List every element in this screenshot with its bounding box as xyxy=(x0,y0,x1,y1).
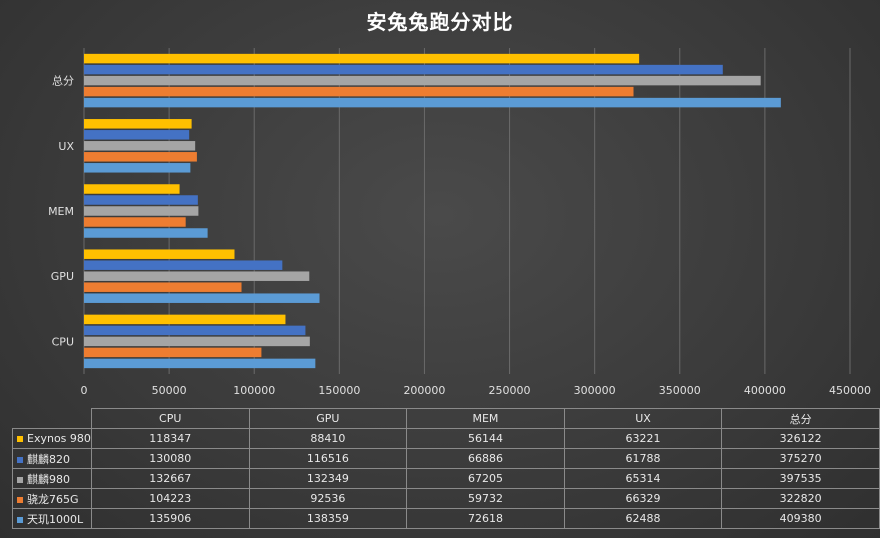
legend-entry: 骁龙765G xyxy=(12,488,92,509)
table-cell: 138359 xyxy=(248,508,408,529)
bar-chart: 0 50000 100000 150000 200000 250000 300000 3500… xyxy=(48,48,872,397)
table-cell: 67205 xyxy=(406,468,565,489)
y-category-label: CPU xyxy=(52,335,74,348)
y-category-label: 总分 xyxy=(52,74,74,88)
table-row: 麒麟980 132667 132349 67205 65314 397535 xyxy=(12,468,880,489)
table-cell: 63221 xyxy=(563,428,723,449)
table-cell: 56144 xyxy=(406,428,565,449)
bar xyxy=(84,86,634,97)
table-cell: 66329 xyxy=(563,488,723,509)
x-tick-label: 400000 xyxy=(744,384,786,397)
bar xyxy=(84,75,761,86)
table-cell: 322820 xyxy=(721,488,880,509)
table-cell: 375270 xyxy=(721,448,880,469)
bar xyxy=(84,358,316,369)
table-row: 麒麟820 130080 116516 66886 61788 375270 xyxy=(12,448,880,469)
table-column-header: UX xyxy=(563,408,723,429)
bar xyxy=(84,141,196,151)
table-cell: 104223 xyxy=(90,488,250,509)
table-cell: 130080 xyxy=(90,448,250,469)
table-cell: 65314 xyxy=(563,468,723,489)
table-cell: 135906 xyxy=(90,508,250,529)
bar xyxy=(84,152,197,162)
table-cell: 409380 xyxy=(721,508,880,529)
table-corner xyxy=(12,408,92,429)
table-column-header: 总分 xyxy=(721,408,880,429)
table-cell: 92536 xyxy=(248,488,408,509)
x-tick-label: 100000 xyxy=(233,384,275,397)
bar xyxy=(84,64,723,75)
bar xyxy=(84,282,242,292)
bar xyxy=(84,163,191,173)
bar xyxy=(84,130,190,140)
y-category-labels: CPU GPU MEM UX 总分 xyxy=(48,74,74,349)
bar xyxy=(84,217,186,227)
bar xyxy=(84,195,198,205)
table-row: 天玑1000L 135906 138359 72618 62488 409380 xyxy=(12,508,880,529)
table-cell: 88410 xyxy=(248,428,408,449)
table-cell: 132667 xyxy=(90,468,250,489)
table-row: Exynos 980 118347 88410 56144 63221 326122 xyxy=(12,428,880,449)
legend-label: Exynos 980 xyxy=(27,432,91,445)
table-header-row: CPU GPU MEM UX 总分 xyxy=(12,408,880,429)
bar xyxy=(84,336,310,347)
legend-swatch xyxy=(17,516,23,523)
bar xyxy=(84,260,283,270)
bar xyxy=(84,293,320,303)
legend-label: 天玑1000L xyxy=(27,512,84,526)
table-row: 骁龙765G 104223 92536 59732 66329 322820 xyxy=(12,488,880,509)
table-column-header: GPU xyxy=(248,408,408,429)
bars xyxy=(84,53,781,369)
legend-swatch xyxy=(17,436,23,442)
bar xyxy=(84,53,640,64)
table-cell: 116516 xyxy=(248,448,408,469)
legend-swatch xyxy=(17,456,23,463)
table-column-header: CPU xyxy=(90,408,250,429)
x-tick-label: 50000 xyxy=(152,384,187,397)
table-cell: 62488 xyxy=(563,508,723,529)
y-category-label: GPU xyxy=(51,270,74,283)
bar xyxy=(84,97,781,108)
data-table: CPU GPU MEM UX 总分 Exynos 980 118347 88410 56144… xyxy=(12,408,880,529)
y-category-label: MEM xyxy=(48,205,74,218)
x-tick-label: 350000 xyxy=(659,384,701,397)
table-cell: 59732 xyxy=(406,488,565,509)
bar xyxy=(84,206,199,216)
x-tick-label: 450000 xyxy=(829,384,871,397)
table-cell: 72618 xyxy=(406,508,565,529)
x-tick-label: 200000 xyxy=(403,384,445,397)
bar xyxy=(84,314,286,325)
legend-entry: 麒麟980 xyxy=(12,468,92,489)
legend-label: 骁龙765G xyxy=(27,492,79,506)
bar xyxy=(84,347,262,358)
table-cell: 397535 xyxy=(721,468,880,489)
x-tick-label: 150000 xyxy=(318,384,360,397)
x-tick-labels: 0 50000 100000 150000 200000 250000 300000 3500… xyxy=(81,384,872,397)
x-tick-label: 250000 xyxy=(489,384,531,397)
table-cell: 61788 xyxy=(563,448,723,469)
x-tick-label: 300000 xyxy=(574,384,616,397)
bar xyxy=(84,249,235,259)
table-cell: 66886 xyxy=(406,448,565,469)
table-cell: 326122 xyxy=(721,428,880,449)
bar xyxy=(84,228,208,238)
legend-entry: 麒麟820 xyxy=(12,448,92,469)
table-cell: 118347 xyxy=(90,428,250,449)
legend-label: 麒麟980 xyxy=(27,472,70,486)
legend-entry: Exynos 980 xyxy=(12,428,92,449)
bar xyxy=(84,325,306,336)
chart-title: 安兔兔跑分对比 xyxy=(366,10,514,34)
legend-swatch xyxy=(17,496,23,503)
legend-swatch xyxy=(17,476,23,483)
bar xyxy=(84,119,192,129)
grid-lines xyxy=(83,48,851,374)
x-tick-label: 0 xyxy=(81,384,88,397)
legend-label: 麒麟820 xyxy=(27,452,70,466)
legend-entry: 天玑1000L xyxy=(12,508,92,529)
table-column-header: MEM xyxy=(406,408,565,429)
table-cell: 132349 xyxy=(248,468,408,489)
bar xyxy=(84,184,180,194)
y-category-label: UX xyxy=(58,140,74,153)
bar xyxy=(84,271,310,281)
